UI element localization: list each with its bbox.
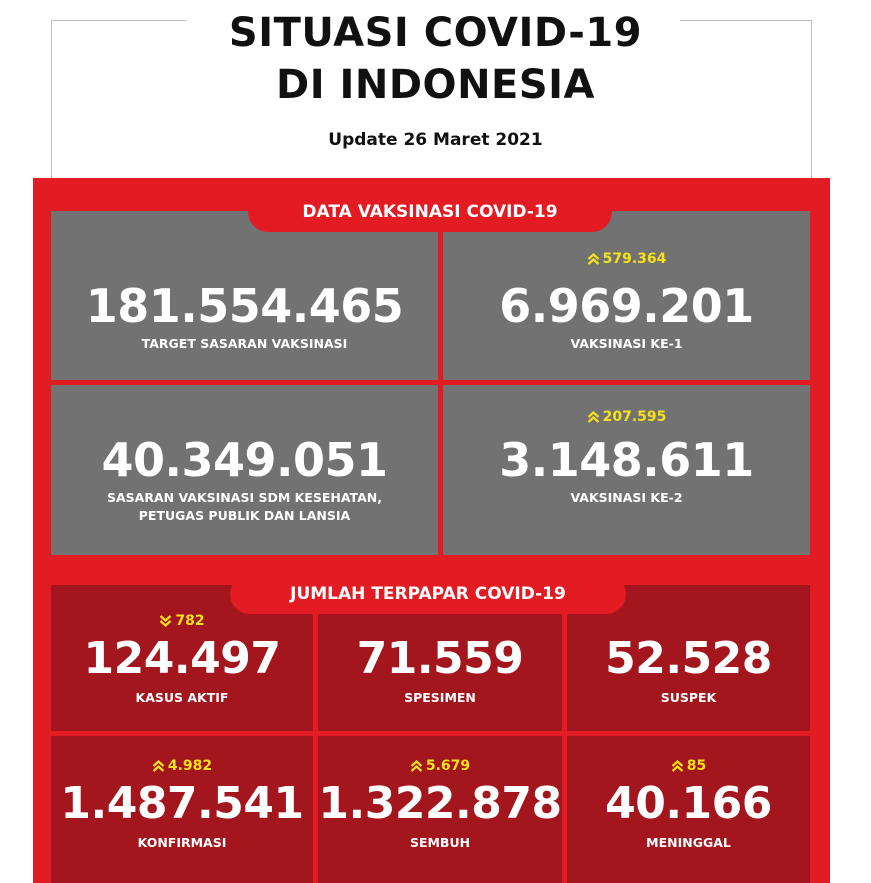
double-chevron-up-icon: [410, 760, 423, 772]
vaksinasi-ke1-label: VAKSINASI KE-1: [570, 336, 683, 351]
meninggal-delta: 85: [567, 758, 810, 774]
vaksinasi-ke1-delta: 579.364: [443, 251, 810, 267]
kasus-aktif-delta: 782: [51, 613, 313, 629]
suspek-label: SUSPEK: [660, 690, 717, 705]
double-chevron-up-icon: [587, 411, 599, 423]
konfirmasi-card: 4.982 1.487.541 KONFIRMASI: [51, 736, 313, 883]
kasus-aktif-label: KASUS AKTIF: [135, 690, 229, 705]
page-title-line1: SITUASI COVID-19: [228, 10, 643, 56]
header-frame-line-left: [51, 20, 186, 21]
vaksinasi-ke1-card: 579.364 6.969.201 VAKSINASI KE-1: [443, 211, 810, 380]
sembuh-label: SEMBUH: [409, 835, 471, 850]
header-frame: [51, 20, 812, 180]
suspek-value: 52.528: [605, 633, 772, 684]
update-date: Update 26 Maret 2021: [328, 130, 543, 150]
vaksinasi-ke2-card: 207.595 3.148.611 VAKSINASI KE-2: [443, 385, 810, 555]
double-chevron-down-icon: [160, 615, 172, 627]
meninggal-card: 85 40.166 MENINGGAL: [567, 736, 810, 883]
vaksinasi-ke2-label: VAKSINASI KE-2: [570, 490, 683, 505]
sembuh-value: 1.322.878: [318, 778, 562, 829]
double-chevron-up-icon: [152, 760, 165, 772]
meninggal-value: 40.166: [605, 778, 772, 829]
sasaran-sdm-card: 40.349.051 SASARAN VAKSINASI SDM KESEHAT…: [51, 385, 438, 555]
kasus-aktif-value: 124.497: [83, 633, 281, 684]
header-frame-line-right: [680, 20, 811, 21]
meninggal-label: MENINGGAL: [646, 835, 731, 850]
vaksinasi-ke2-delta: 207.595: [443, 409, 810, 425]
target-sasaran-card: 181.554.465 TARGET SASARAN VAKSINASI: [51, 211, 438, 380]
spesimen-value: 71.559: [356, 633, 524, 684]
spesimen-label: SPESIMEN: [404, 690, 476, 705]
konfirmasi-label: KONFIRMASI: [137, 835, 227, 850]
target-sasaran-label: TARGET SASARAN VAKSINASI: [141, 336, 348, 351]
target-sasaran-value: 181.554.465: [85, 279, 404, 333]
vaksinasi-ke1-value: 6.969.201: [499, 279, 754, 333]
page-title-line2: DI INDONESIA: [275, 62, 596, 108]
double-chevron-up-icon: [587, 253, 599, 265]
sasaran-sdm-label-line2: PETUGAS PUBLIK DAN LANSIA: [138, 508, 351, 523]
vaksinasi-section-title: DATA VAKSINASI COVID-19: [248, 192, 612, 232]
konfirmasi-delta: 4.982: [51, 758, 313, 774]
sembuh-card: 5.679 1.322.878 SEMBUH: [318, 736, 562, 883]
vaksinasi-ke2-value: 3.148.611: [499, 433, 754, 487]
terpapar-section-title: JUMLAH TERPAPAR COVID-19: [230, 574, 626, 614]
double-chevron-up-icon: [671, 760, 683, 772]
sasaran-sdm-value: 40.349.051: [101, 433, 388, 487]
sembuh-delta: 5.679: [318, 758, 562, 774]
konfirmasi-value: 1.487.541: [60, 778, 304, 829]
kasus-aktif-card: 782 124.497 KASUS AKTIF: [51, 585, 313, 731]
sasaran-sdm-label-line1: SASARAN VAKSINASI SDM KESEHATAN,: [107, 490, 382, 505]
